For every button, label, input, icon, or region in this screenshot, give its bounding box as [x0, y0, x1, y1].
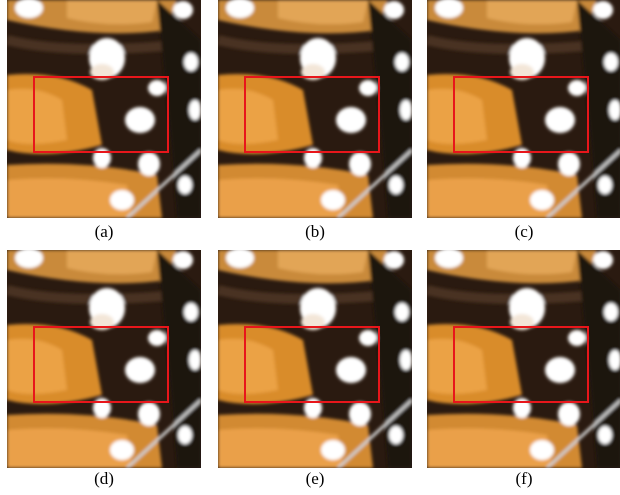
figure: (a) (b) (c) (d) (e) (f) — [0, 0, 620, 490]
caption: (e) — [306, 469, 325, 488]
image-patch — [218, 248, 412, 468]
image-patch — [427, 248, 620, 468]
image-patch — [218, 0, 412, 218]
caption: (c) — [515, 222, 534, 241]
image-patch — [7, 0, 201, 218]
image-patch — [7, 248, 201, 468]
caption: (f) — [516, 469, 533, 488]
caption: (d) — [94, 469, 114, 488]
caption: (b) — [305, 222, 325, 241]
caption: (a) — [95, 222, 114, 241]
image-patch — [427, 0, 620, 218]
